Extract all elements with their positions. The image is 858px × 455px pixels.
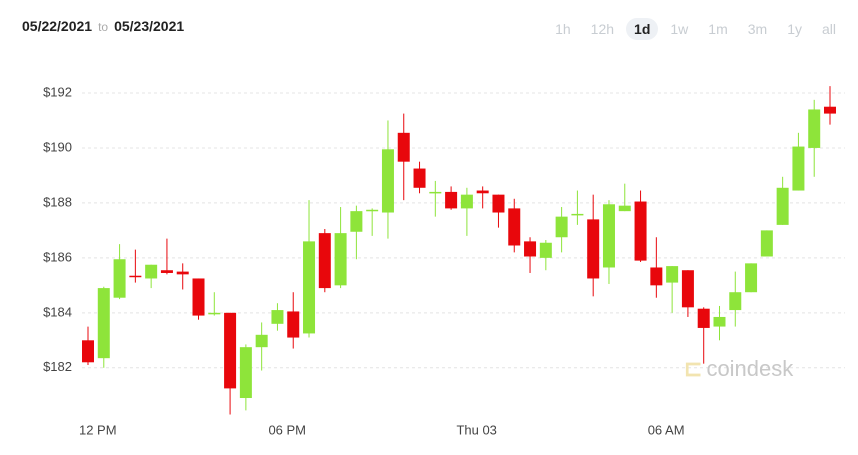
range-button[interactable]: 1y (787, 21, 802, 37)
range-button[interactable]: 1w (670, 21, 689, 37)
candle-body (729, 292, 742, 311)
range-button[interactable]: 3m (747, 21, 768, 37)
x-tick-label: 12 PM (79, 422, 117, 437)
candle-body (82, 340, 94, 363)
y-tick-label: $184 (43, 304, 72, 319)
candle-body (334, 233, 347, 286)
candle-body (681, 270, 694, 308)
candle-body (460, 194, 473, 209)
x-tick-label: 06 AM (648, 422, 685, 437)
to-date: 05/23/2021 (114, 18, 185, 34)
candle-body (824, 106, 836, 114)
candle-body (445, 191, 458, 209)
from-date: 05/22/2021 (22, 18, 93, 34)
candle-body (666, 266, 679, 283)
candle-body (350, 211, 363, 232)
candle-body (508, 208, 521, 246)
range-button[interactable]: 1m (708, 21, 728, 37)
range-button[interactable]: 12h (590, 21, 615, 37)
x-tick-label: Thu 03 (456, 422, 496, 437)
candle-body (587, 219, 600, 279)
watermark: ⊏ coindesk (684, 356, 794, 381)
candle-body (539, 242, 552, 258)
candle-body (634, 201, 647, 261)
candle-body (97, 288, 110, 359)
candle-body (808, 109, 821, 148)
candle-body (366, 209, 379, 212)
range-button[interactable]: 1d (626, 18, 659, 40)
candle-body (160, 270, 173, 273)
candle-body (287, 311, 300, 338)
candle-body (303, 241, 316, 334)
range-button[interactable]: 1h (555, 21, 571, 37)
candle-body (760, 230, 773, 257)
y-tick-label: $182 (43, 359, 72, 374)
candle-body (318, 233, 331, 289)
candle-body (697, 308, 710, 328)
candle-body (224, 312, 237, 389)
candle-body (381, 149, 394, 213)
candle-body (208, 312, 221, 315)
candle-body (413, 168, 426, 188)
y-tick-label: $186 (43, 249, 72, 264)
candle-body (618, 205, 631, 212)
candle-body (429, 191, 442, 194)
candle-body (745, 263, 758, 293)
range-button[interactable]: all (821, 21, 836, 37)
range-selector: 1h 12h 1d 1w 1m 3m 1y all (547, 18, 844, 40)
candle-body (524, 241, 537, 257)
candle-body (113, 259, 126, 298)
candle-body (145, 264, 158, 279)
candle-body (129, 275, 142, 278)
candle-body (192, 278, 205, 316)
candle-body (555, 216, 568, 238)
candle-body (255, 334, 268, 348)
separator: to (98, 20, 109, 34)
candle-body (776, 187, 789, 225)
candle-body (571, 213, 584, 216)
candle-body (397, 132, 410, 162)
candle-body (271, 310, 284, 324)
candle-body (602, 204, 615, 268)
candle-body (176, 271, 189, 275)
candle-body (492, 194, 505, 213)
candle-body (650, 267, 663, 286)
watermark-text: coindesk (706, 356, 794, 381)
candle-body (792, 146, 805, 191)
candle-body (476, 190, 489, 194)
y-tick-label: $190 (43, 139, 72, 154)
candle-body (713, 316, 726, 327)
y-tick-label: $188 (43, 194, 72, 209)
x-tick-label: 06 PM (268, 422, 306, 437)
y-tick-label: $192 (43, 84, 72, 99)
candle-body (239, 347, 252, 399)
date-range: 05/22/2021 to 05/23/2021 (22, 18, 184, 34)
